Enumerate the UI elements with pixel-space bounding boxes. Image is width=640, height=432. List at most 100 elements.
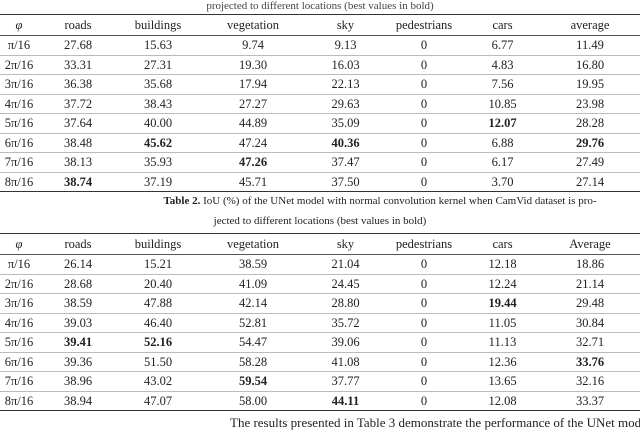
table-row: 3π/16 38.59 47.88 42.14 28.80 0 19.44 29.48	[0, 293, 640, 314]
row-label: 8π/16	[0, 172, 38, 192]
table-cell: 38.48	[38, 133, 118, 153]
table-cell: 16.80	[540, 55, 640, 75]
table-row: 6π/16 38.48 45.62 47.24 40.36 0 6.88 29.76	[0, 133, 640, 153]
table-cell: 38.94	[38, 391, 118, 411]
table-cell: 38.59	[38, 293, 118, 314]
table-cell: 35.68	[118, 74, 198, 95]
table-cell: 9.74	[198, 35, 308, 56]
table-cell: 0	[383, 293, 465, 314]
table-cell: 6.17	[465, 152, 540, 173]
column-header: vegetation	[198, 233, 308, 255]
row-label: π/16	[0, 254, 38, 275]
table-cell: 37.77	[308, 371, 383, 392]
table-cell: 41.08	[308, 352, 383, 372]
table-cell: 35.93	[118, 152, 198, 173]
table-cell: 0	[383, 172, 465, 192]
table-cell: 39.03	[38, 313, 118, 333]
table-cell: 32.71	[540, 332, 640, 353]
table-cell: 27.14	[540, 172, 640, 192]
table-cell: 36.38	[38, 74, 118, 95]
row-label: 2π/16	[0, 274, 38, 294]
table-cell: 0	[383, 352, 465, 372]
table-cell: 33.37	[540, 391, 640, 411]
column-header: sky	[308, 14, 383, 36]
table-cell: 0	[383, 94, 465, 114]
table-cell: 17.94	[198, 74, 308, 95]
table-cell: 38.74	[38, 172, 118, 192]
column-header: φ	[0, 14, 38, 36]
table-cell: 15.63	[118, 35, 198, 56]
table-cell: 38.43	[118, 94, 198, 114]
body-paragraph: The results presented in Table 3 demonst…	[230, 415, 640, 430]
table2: φ roads buildings vegetation sky pedestrians c…	[0, 233, 640, 411]
table-cell: 11.05	[465, 313, 540, 333]
table1-caption-partial: projected to different locations (best v…	[206, 0, 434, 12]
column-header: cars	[465, 14, 540, 36]
table-cell: 37.19	[118, 172, 198, 192]
table-cell: 29.76	[540, 133, 640, 153]
table-cell: 23.98	[540, 94, 640, 114]
table-cell: 11.13	[465, 332, 540, 353]
table-cell: 28.68	[38, 274, 118, 294]
table-row: 8π/16 38.94 47.07 58.00 44.11 0 12.08 33.37	[0, 391, 640, 411]
table1: φ roads buildings vegetation sky pedestrians c…	[0, 14, 640, 192]
column-header: sky	[308, 233, 383, 255]
table-cell: 44.89	[198, 113, 308, 134]
table-cell: 40.00	[118, 113, 198, 134]
table-cell: 12.24	[465, 274, 540, 294]
table2-caption-label: Table 2.	[163, 195, 201, 207]
row-label: 4π/16	[0, 313, 38, 333]
row-label: 3π/16	[0, 74, 38, 95]
row-label: 8π/16	[0, 391, 38, 411]
table-cell: 12.36	[465, 352, 540, 372]
table-cell: 28.28	[540, 113, 640, 134]
table-cell: 6.88	[465, 133, 540, 153]
table-cell: 13.65	[465, 371, 540, 392]
table-row: 7π/16 38.13 35.93 47.26 37.47 0 6.17 27.49	[0, 152, 640, 173]
table-cell: 0	[383, 313, 465, 333]
table-cell: 54.47	[198, 332, 308, 353]
table-row: 4π/16 37.72 38.43 27.27 29.63 0 10.85 23.98	[0, 94, 640, 114]
column-header: average	[540, 14, 640, 36]
table-cell: 0	[383, 113, 465, 134]
table-cell: 32.16	[540, 371, 640, 392]
table-cell: 28.80	[308, 293, 383, 314]
table-cell: 26.14	[38, 254, 118, 275]
table-cell: 33.76	[540, 352, 640, 372]
column-header: roads	[38, 233, 118, 255]
table-cell: 0	[383, 254, 465, 275]
table-cell: 0	[383, 371, 465, 392]
row-label: 4π/16	[0, 94, 38, 114]
row-label: π/16	[0, 35, 38, 56]
table-cell: 52.16	[118, 332, 198, 353]
table-cell: 29.48	[540, 293, 640, 314]
column-header: pedestrians	[383, 14, 465, 36]
table-cell: 38.59	[198, 254, 308, 275]
column-header: φ	[0, 233, 38, 255]
table-row: 8π/16 38.74 37.19 45.71 37.50 0 3.70 27.14	[0, 172, 640, 192]
table-cell: 0	[383, 35, 465, 56]
table-cell: 47.24	[198, 133, 308, 153]
table-cell: 43.02	[118, 371, 198, 392]
table-cell: 51.50	[118, 352, 198, 372]
table-cell: 12.07	[465, 113, 540, 134]
table-cell: 11.49	[540, 35, 640, 56]
table-cell: 39.06	[308, 332, 383, 353]
table-cell: 59.54	[198, 371, 308, 392]
column-header: Average	[540, 233, 640, 255]
table-row: 3π/16 36.38 35.68 17.94 22.13 0 7.56 19.95	[0, 74, 640, 95]
row-label: 5π/16	[0, 113, 38, 134]
table-cell: 37.47	[308, 152, 383, 173]
table-cell: 22.13	[308, 74, 383, 95]
table-cell: 29.63	[308, 94, 383, 114]
table-cell: 44.11	[308, 391, 383, 411]
row-label: 7π/16	[0, 152, 38, 173]
table-cell: 19.44	[465, 293, 540, 314]
table-row: 7π/16 38.96 43.02 59.54 37.77 0 13.65 32.16	[0, 371, 640, 392]
table-cell: 42.14	[198, 293, 308, 314]
table-cell: 21.04	[308, 254, 383, 275]
table-cell: 24.45	[308, 274, 383, 294]
row-label: 6π/16	[0, 352, 38, 372]
table2-caption-line2: jected to different locations (best valu…	[213, 215, 427, 227]
table-cell: 19.95	[540, 74, 640, 95]
